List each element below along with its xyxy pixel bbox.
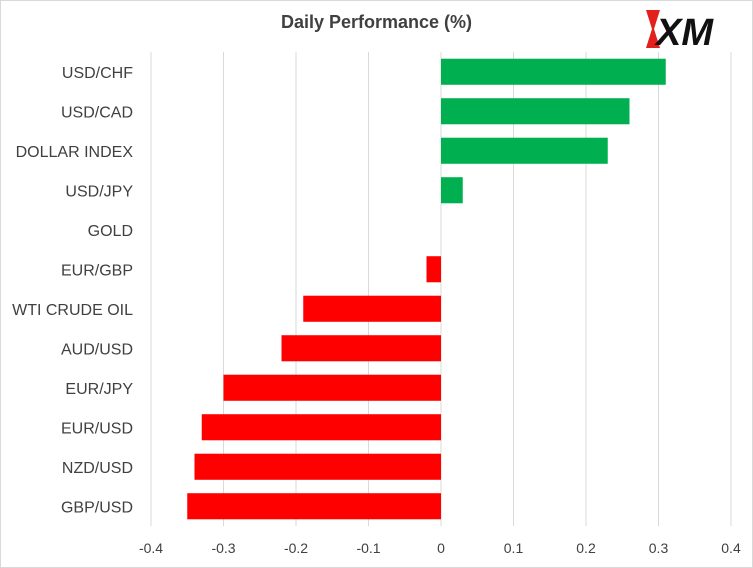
bar xyxy=(426,256,441,283)
category-label: DOLLAR INDEX xyxy=(16,144,134,161)
chart-title: Daily Performance (%) xyxy=(280,12,473,32)
category-label: USD/CHF xyxy=(62,65,133,82)
bar xyxy=(223,374,441,401)
category-label: NZD/USD xyxy=(62,460,133,477)
bar xyxy=(194,453,441,480)
xm-logo: XM xyxy=(640,8,740,54)
logo-chevron-icon xyxy=(646,10,660,48)
category-label: EUR/GBP xyxy=(61,262,133,279)
category-label: GBP/USD xyxy=(61,499,133,516)
logo-text: XM xyxy=(654,12,714,50)
bar xyxy=(441,98,630,125)
category-label: WTI CRUDE OIL xyxy=(12,302,133,319)
bar xyxy=(187,493,441,520)
x-tick-label: 0.2 xyxy=(576,540,596,556)
x-tick-label: 0.3 xyxy=(649,540,669,556)
x-tick-label: -0.1 xyxy=(356,540,380,556)
category-label: EUR/USD xyxy=(61,420,133,437)
x-tick-label: 0.1 xyxy=(504,540,524,556)
category-label: AUD/USD xyxy=(61,341,133,358)
category-label: USD/CAD xyxy=(61,104,133,121)
x-tick-label: -0.4 xyxy=(139,540,163,556)
bar xyxy=(441,137,608,164)
bar xyxy=(441,177,463,204)
x-tick-label: -0.2 xyxy=(284,540,308,556)
bar xyxy=(201,414,441,441)
bar xyxy=(303,295,441,322)
x-tick-label: 0.4 xyxy=(721,540,741,556)
category-label: EUR/JPY xyxy=(65,381,133,398)
x-tick-label: -0.3 xyxy=(211,540,235,556)
bar xyxy=(441,58,666,85)
x-tick-label: 0 xyxy=(437,540,445,556)
category-label: USD/JPY xyxy=(65,183,133,200)
bar xyxy=(281,335,441,362)
category-label: GOLD xyxy=(88,223,133,240)
